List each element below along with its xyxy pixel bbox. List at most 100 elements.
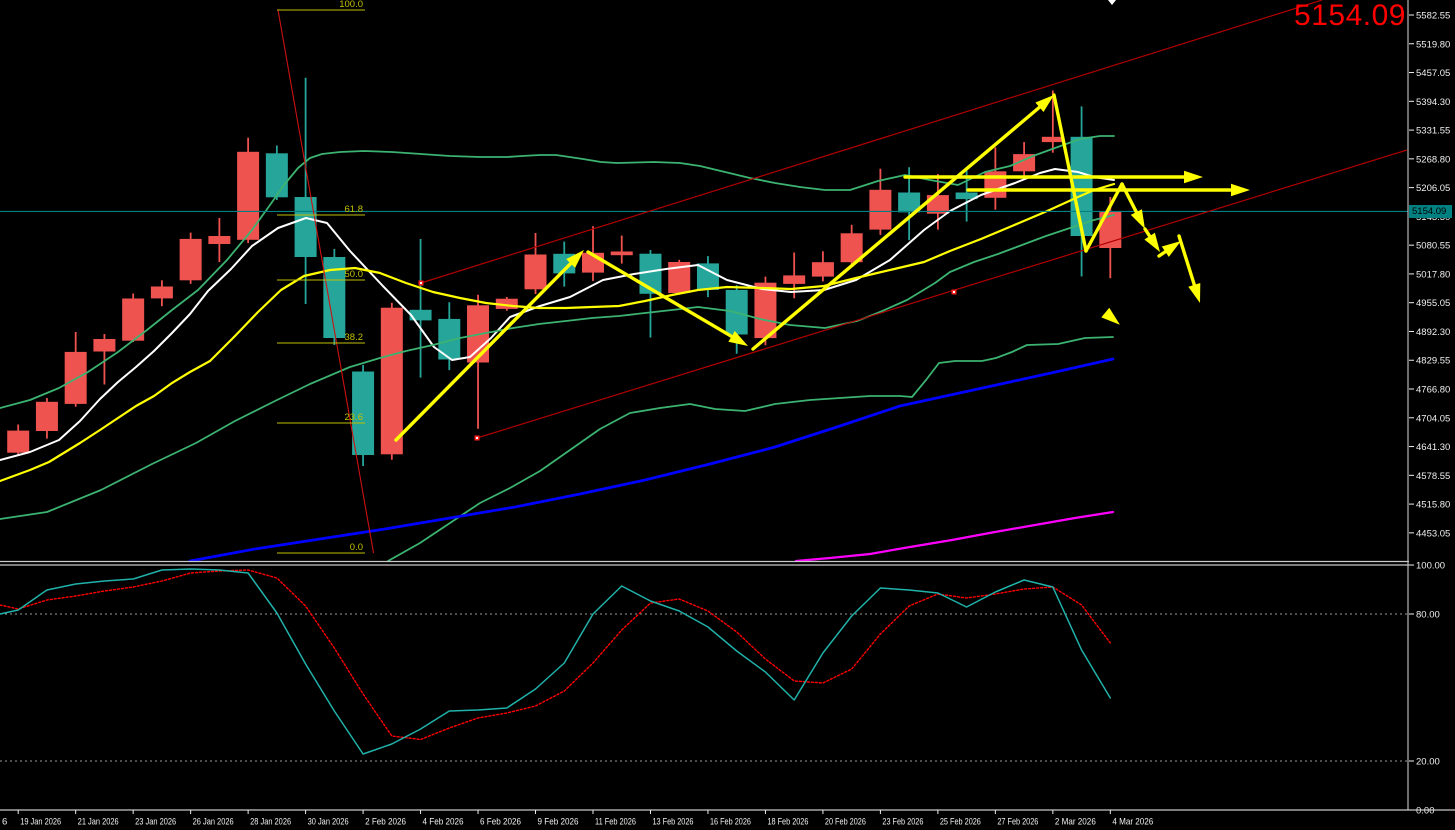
- fib-level-label: 61.8: [345, 204, 364, 215]
- ma-yellow: [0, 182, 1116, 483]
- candle-body: [7, 430, 30, 453]
- time-tick-label-clipped: 6: [2, 817, 7, 828]
- candle-body: [495, 298, 518, 309]
- price-tick-label: 5457.05: [1416, 68, 1450, 79]
- candle-body: [811, 262, 834, 277]
- price-tick-label: 5394.30: [1416, 97, 1450, 108]
- time-tick-label: 23 Feb 2026: [882, 817, 923, 828]
- candle-body: [840, 233, 863, 263]
- ma-white: [0, 168, 1115, 461]
- arrow-head: [1161, 241, 1181, 257]
- price-tick-label: 4955.05: [1416, 298, 1450, 309]
- time-tick-label: 28 Jan 2026: [250, 817, 291, 828]
- ma-green-slow: [387, 336, 1114, 561]
- arrow-head: [728, 331, 748, 346]
- time-tick-label: 16 Feb 2026: [710, 817, 751, 828]
- time-tick-label: 6 Feb 2026: [480, 817, 521, 828]
- candle-body: [150, 286, 173, 299]
- arrow-head: [1188, 283, 1201, 303]
- time-tick-label: 4 Feb 2026: [423, 817, 464, 828]
- ma-blue: [188, 357, 1115, 561]
- time-tick-label: 30 Jan 2026: [308, 817, 349, 828]
- indicator-tick-label: 0.00: [1416, 806, 1435, 817]
- candle-body: [294, 196, 317, 258]
- time-tick-label: 21 Jan 2026: [78, 817, 119, 828]
- time-tick-label: 2 Mar 2026: [1055, 817, 1096, 828]
- ma-green-mid: [0, 214, 1115, 520]
- band-green-upper: [0, 135, 1115, 409]
- candle-body: [208, 235, 231, 244]
- candle-body: [524, 254, 547, 290]
- candle-body: [1099, 211, 1122, 249]
- candle-body: [122, 298, 145, 341]
- overlay-lines: [0, 135, 1116, 561]
- arrow-head: [1035, 95, 1054, 112]
- arrow-head: [1231, 183, 1250, 197]
- price-tick-label: 5206.05: [1416, 183, 1450, 194]
- price-tick-label: 4641.30: [1416, 442, 1450, 453]
- arrow-head: [566, 250, 584, 268]
- price-tick-label: 4829.55: [1416, 356, 1450, 367]
- arrow-head: [1101, 307, 1120, 325]
- ma-magenta: [794, 510, 1115, 561]
- price-tick-label: 4892.30: [1416, 327, 1450, 338]
- candle-body: [237, 151, 260, 240]
- main-chart-area[interactable]: 100.0 61.8 50.0 38.2 23.6 0.0: [0, 0, 1408, 561]
- indicator-tick-label: 80.00: [1416, 610, 1440, 621]
- candle-body: [35, 401, 58, 432]
- time-tick-label: 27 Feb 2026: [997, 817, 1038, 828]
- cursor-mark: [1108, 0, 1116, 5]
- price-tick-label: 4578.55: [1416, 471, 1450, 482]
- time-tick-label: 26 Jan 2026: [193, 817, 234, 828]
- trend-arrow-line[interactable]: [586, 250, 740, 342]
- time-tick-label: 9 Feb 2026: [538, 817, 579, 828]
- candle-body: [380, 307, 403, 455]
- arrow-head: [1144, 232, 1160, 252]
- price-tick-label: 5017.80: [1416, 269, 1450, 280]
- trend-arrow-line[interactable]: [751, 101, 1047, 351]
- fib-level-label: 23.6: [345, 412, 364, 423]
- candle-body: [1041, 136, 1064, 143]
- fib-trend-line[interactable]: [277, 9, 375, 554]
- arrow-head: [1130, 209, 1145, 229]
- channel-anchor-dot: [953, 290, 956, 293]
- trend-arrow-line[interactable]: [1052, 93, 1088, 253]
- fibonacci-retracement[interactable]: 100.0 61.8 50.0 38.2 23.6 0.0: [277, 0, 375, 554]
- equidistant-channel[interactable]: [418, 0, 1408, 441]
- trend-arrow-line[interactable]: [394, 256, 578, 442]
- price-tick-label: 4704.05: [1416, 413, 1450, 424]
- trend-arrows[interactable]: [394, 93, 1250, 442]
- price-tick-label: 5268.80: [1416, 154, 1450, 165]
- candle-body: [955, 192, 978, 200]
- channel-anchor-dot: [419, 281, 422, 284]
- price-tick-label: 5519.80: [1416, 39, 1450, 50]
- fib-level-label: 0.0: [350, 542, 363, 553]
- indicator-panel[interactable]: [0, 568, 1408, 762]
- time-tick-label: 23 Jan 2026: [135, 817, 176, 828]
- panel-separator[interactable]: [0, 560, 1409, 566]
- time-tick-label: 13 Feb 2026: [652, 817, 693, 828]
- trend-arrow-line[interactable]: [1084, 182, 1124, 253]
- stochastic-main-line: [0, 568, 1112, 755]
- price-tick-label: 5080.55: [1416, 241, 1450, 252]
- candle-body: [754, 282, 777, 339]
- current-price-tag: 5154.09: [1409, 204, 1452, 218]
- candle-body: [696, 263, 719, 290]
- candle-body: [409, 309, 432, 321]
- candle-body: [179, 238, 202, 281]
- channel-lower-line[interactable]: [476, 149, 1408, 439]
- time-tick-label: 4 Mar 2026: [1112, 817, 1153, 828]
- fib-level-label: 100.0: [339, 0, 363, 10]
- price-tick-label: 4515.80: [1416, 500, 1450, 511]
- channel-upper-line[interactable]: [420, 0, 1323, 284]
- fib-level-label: 38.2: [345, 332, 364, 343]
- trend-arrow-line[interactable]: [1177, 234, 1199, 294]
- time-axis[interactable]: 19 Jan 2026 21 Jan 2026 23 Jan 2026 26 Jan …: [0, 809, 1455, 828]
- candle-body: [783, 275, 806, 284]
- price-tick-label: 4766.80: [1416, 385, 1450, 396]
- time-tick-label: 11 Feb 2026: [595, 817, 636, 828]
- fib-level-label: 50.0: [345, 269, 364, 280]
